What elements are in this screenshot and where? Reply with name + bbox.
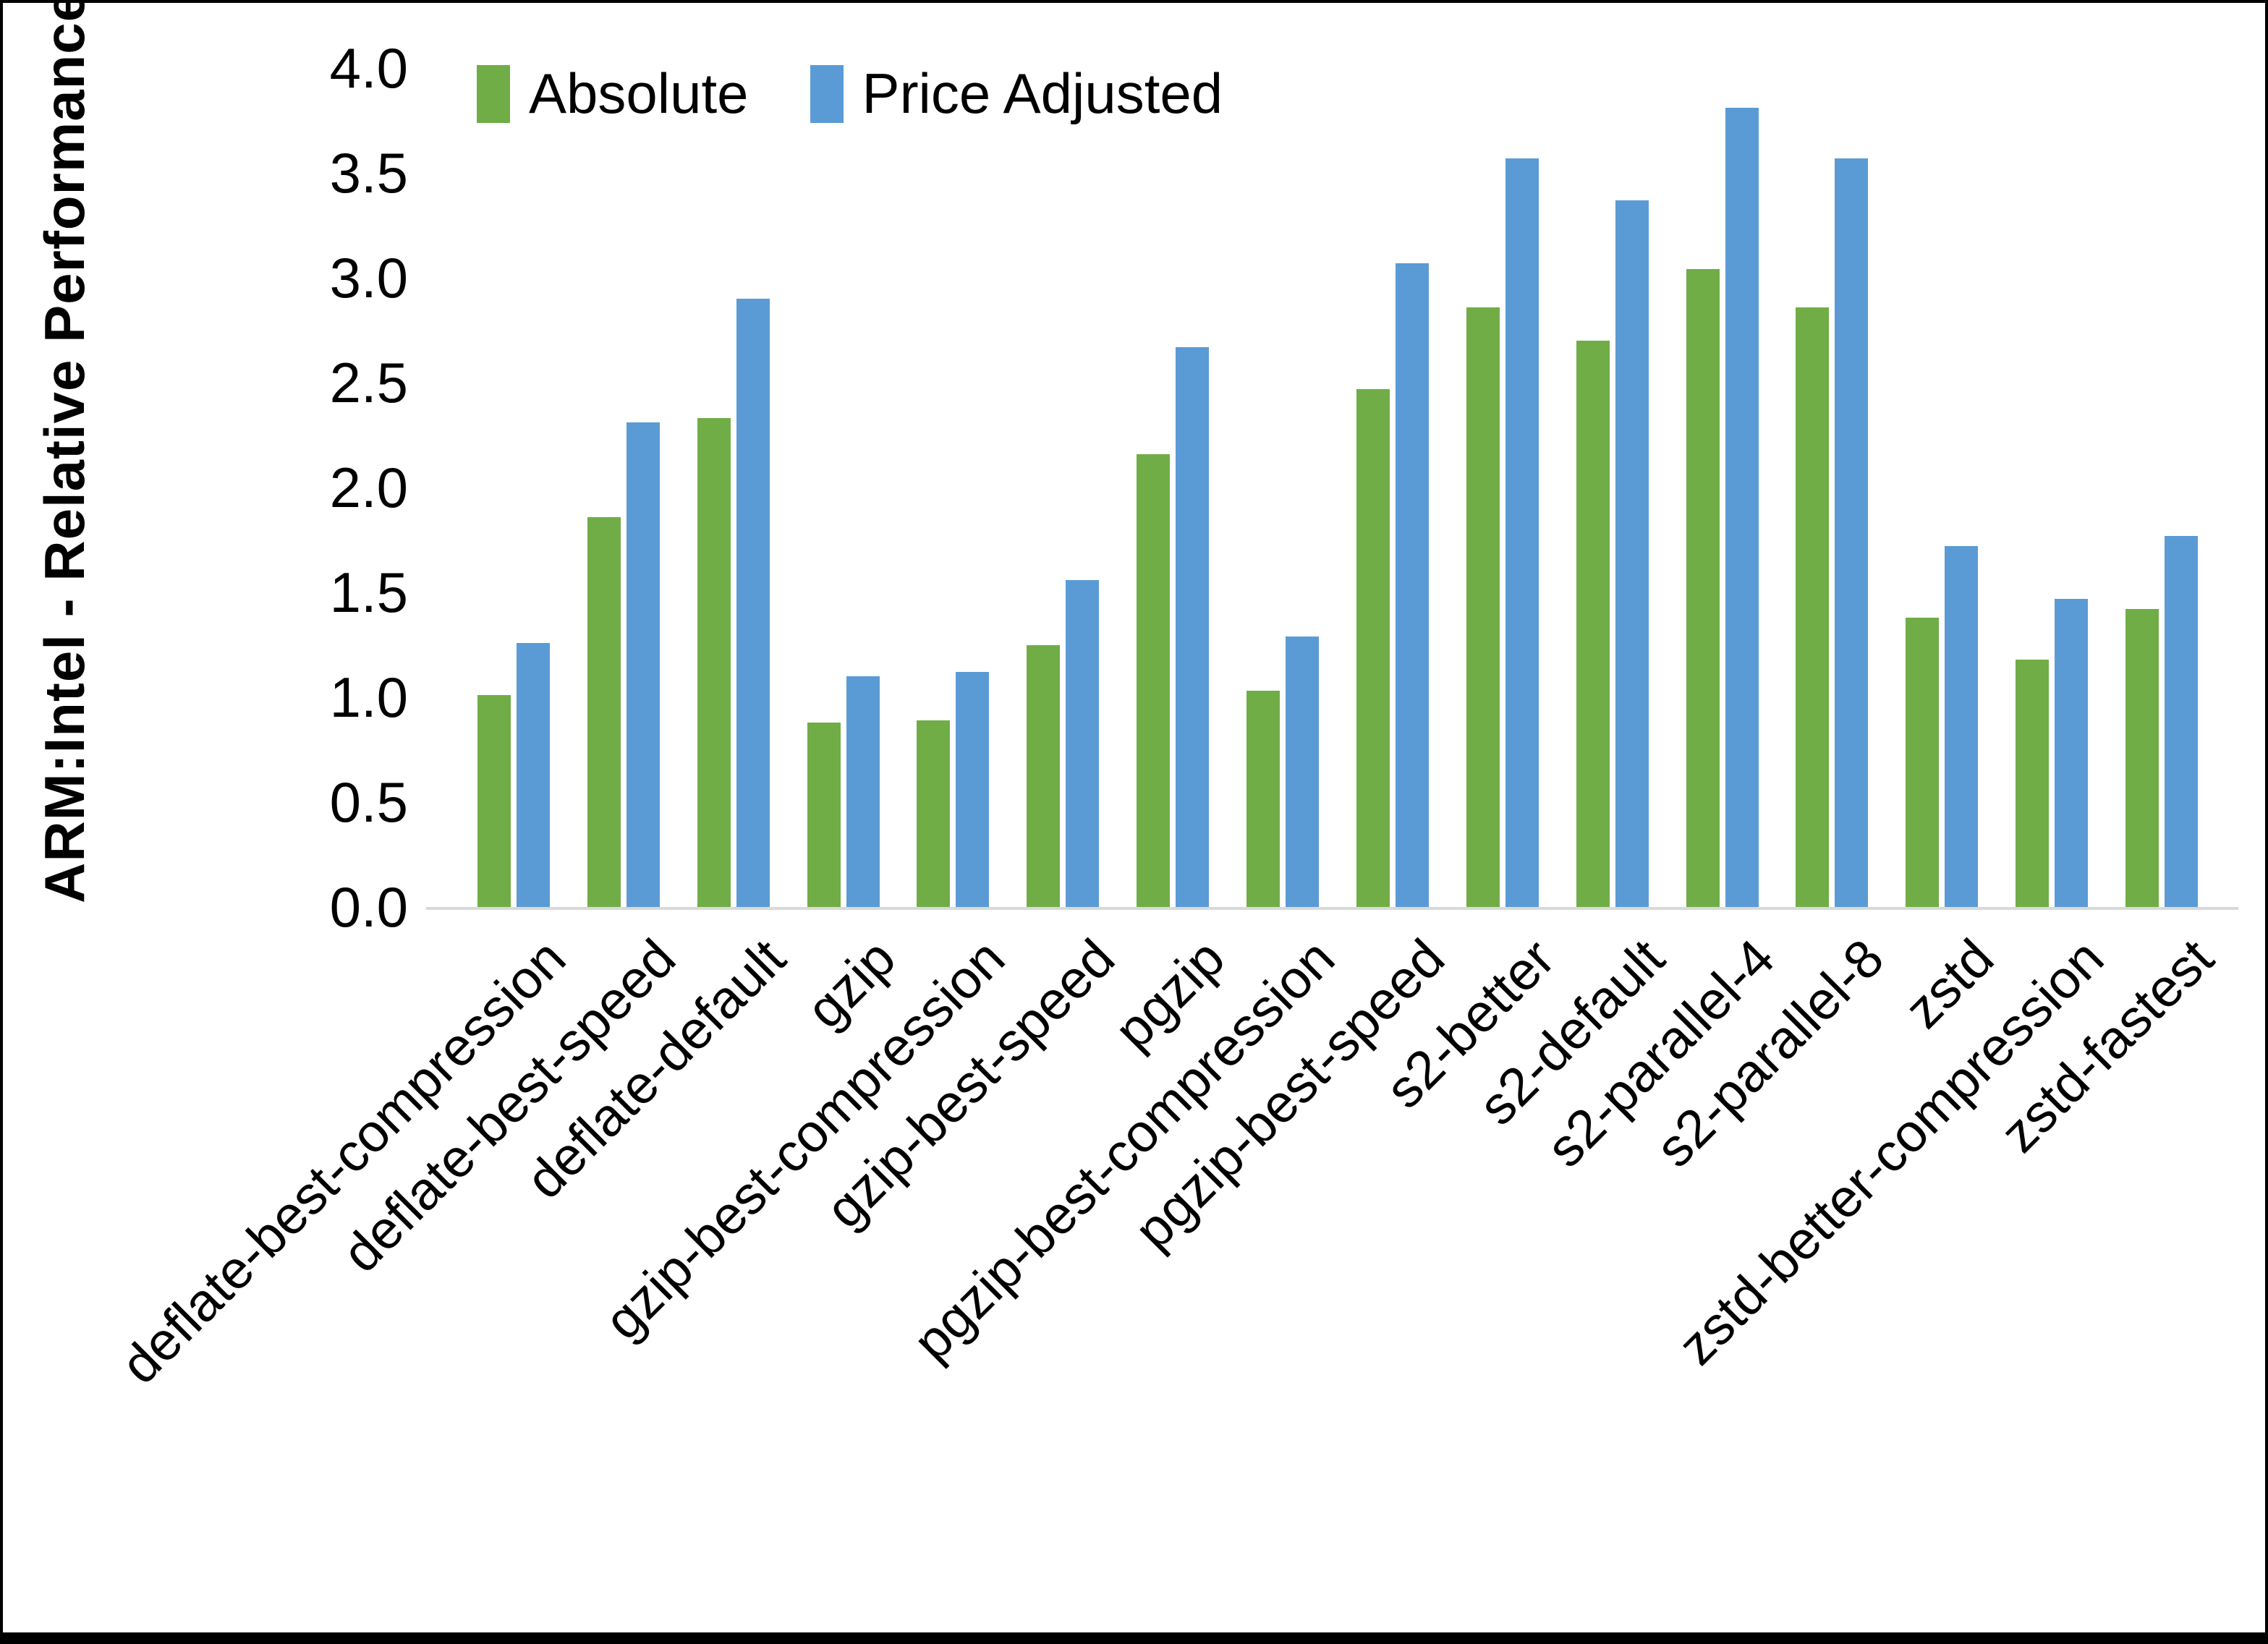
bar-price-adjusted-s2-parallel-4 xyxy=(1725,108,1759,907)
bar-absolute-deflate-best-compression xyxy=(477,695,511,907)
bar-group-s2-better xyxy=(1448,68,1558,907)
bar-group-gzip xyxy=(789,68,899,907)
x-tick-label-zstd: zstd xyxy=(1893,927,2005,1040)
y-tick-label: 1.5 xyxy=(329,561,408,624)
bar-absolute-zstd-fastest xyxy=(2125,609,2159,907)
bar-price-adjusted-zstd xyxy=(1945,546,1979,907)
x-tick-label-s2-parallel-4: s2-parallel-4 xyxy=(1534,927,1785,1179)
bar-group-gzip-best-compression xyxy=(899,68,1008,907)
bar-group-pgzip xyxy=(1118,68,1228,907)
y-tick-label: 3.0 xyxy=(329,246,408,310)
bar-absolute-pgzip-best-compression xyxy=(1246,691,1280,907)
y-tick-label: 0.5 xyxy=(329,770,408,834)
bar-group-zstd-fastest xyxy=(2107,68,2217,907)
bar-group-zstd xyxy=(1887,68,1997,907)
x-tick-label-pgzip-best-speed: pgzip-best-speed xyxy=(1123,927,1456,1261)
bar-price-adjusted-deflate-best-speed xyxy=(626,422,660,907)
legend-swatch-price-adjusted-icon xyxy=(810,64,844,123)
legend-item-price-adjusted: Price Adjusted xyxy=(810,61,1223,127)
bar-price-adjusted-deflate-default xyxy=(736,299,770,907)
y-tick-label: 2.5 xyxy=(329,351,408,414)
legend-swatch-absolute-icon xyxy=(477,64,510,123)
x-tick-label-gzip-best-speed: gzip-best-speed xyxy=(814,927,1126,1240)
bar-group-deflate-best-speed xyxy=(569,68,679,907)
bar-price-adjusted-zstd-fastest xyxy=(2165,535,2199,907)
bar-absolute-s2-parallel-4 xyxy=(1686,269,1720,907)
x-tick-label-s2-default: s2-default xyxy=(1466,927,1675,1137)
bar-groups xyxy=(459,68,2217,907)
bar-price-adjusted-s2-better xyxy=(1505,158,1539,907)
legend-label-absolute: Absolute xyxy=(529,61,749,125)
bar-group-pgzip-best-compression xyxy=(1228,68,1338,907)
y-tick-label: 0.0 xyxy=(329,875,408,939)
bar-absolute-gzip-best-compression xyxy=(917,720,951,907)
bar-absolute-gzip-best-speed xyxy=(1027,644,1061,907)
bar-absolute-s2-default xyxy=(1576,341,1610,907)
bar-group-s2-parallel-4 xyxy=(1668,68,1778,907)
bar-price-adjusted-zstd-better-compression xyxy=(2055,598,2089,907)
x-tick-label-pgzip-best-compression: pgzip-best-compression xyxy=(901,927,1346,1372)
bar-price-adjusted-pgzip-best-speed xyxy=(1395,263,1429,907)
y-tick-label: 3.5 xyxy=(329,141,408,205)
legend-label-price-adjusted: Price Adjusted xyxy=(862,61,1223,125)
bar-group-deflate-best-compression xyxy=(459,68,569,907)
bar-price-adjusted-deflate-best-compression xyxy=(516,642,550,907)
legend: Absolute Price Adjusted xyxy=(477,61,1223,127)
bar-absolute-zstd xyxy=(1906,617,1940,907)
bar-group-s2-parallel-8 xyxy=(1778,68,1887,907)
bar-price-adjusted-gzip xyxy=(846,676,880,907)
bar-price-adjusted-s2-default xyxy=(1615,200,1649,907)
y-tick-label: 4.0 xyxy=(329,36,408,100)
x-tick-label-pgzip: pgzip xyxy=(1103,927,1236,1061)
bar-price-adjusted-gzip-best-compression xyxy=(956,672,990,907)
plot-area xyxy=(459,68,2217,907)
y-tick-label: 1.0 xyxy=(329,665,408,729)
bar-absolute-deflate-default xyxy=(697,418,731,907)
bar-absolute-zstd-better-compression xyxy=(2016,659,2050,907)
bar-group-pgzip-best-speed xyxy=(1338,68,1448,907)
bar-absolute-deflate-best-speed xyxy=(587,516,621,907)
x-axis-line xyxy=(426,907,2238,910)
bar-group-gzip-best-speed xyxy=(1008,68,1118,907)
x-tick-label-s2-parallel-8: s2-parallel-8 xyxy=(1644,927,1895,1179)
x-tick-label-zstd-better-compression: zstd-better-compression xyxy=(1666,927,2115,1376)
bar-group-zstd-better-compression xyxy=(1997,68,2107,907)
y-tick-label: 2.0 xyxy=(329,456,408,519)
legend-item-absolute: Absolute xyxy=(477,61,749,127)
bar-absolute-s2-better xyxy=(1466,307,1500,907)
bar-price-adjusted-pgzip-best-compression xyxy=(1286,636,1320,907)
bar-group-deflate-default xyxy=(679,68,789,907)
bar-price-adjusted-gzip-best-speed xyxy=(1066,579,1100,907)
bar-absolute-s2-parallel-8 xyxy=(1796,307,1830,907)
bar-price-adjusted-pgzip xyxy=(1176,346,1210,907)
y-axis-tick-labels: 0.0 0.5 1.0 1.5 2.0 2.5 3.0 3.5 4.0 xyxy=(3,3,408,1632)
x-tick-label-zstd-fastest: zstd-fastest xyxy=(1989,927,2225,1164)
bar-price-adjusted-s2-parallel-8 xyxy=(1835,158,1869,907)
bar-absolute-pgzip-best-speed xyxy=(1356,388,1390,907)
bar-absolute-gzip xyxy=(807,722,841,907)
x-tick-label-s2-better: s2-better xyxy=(1373,927,1566,1120)
bar-group-s2-default xyxy=(1558,68,1668,907)
bar-absolute-pgzip xyxy=(1137,453,1171,907)
